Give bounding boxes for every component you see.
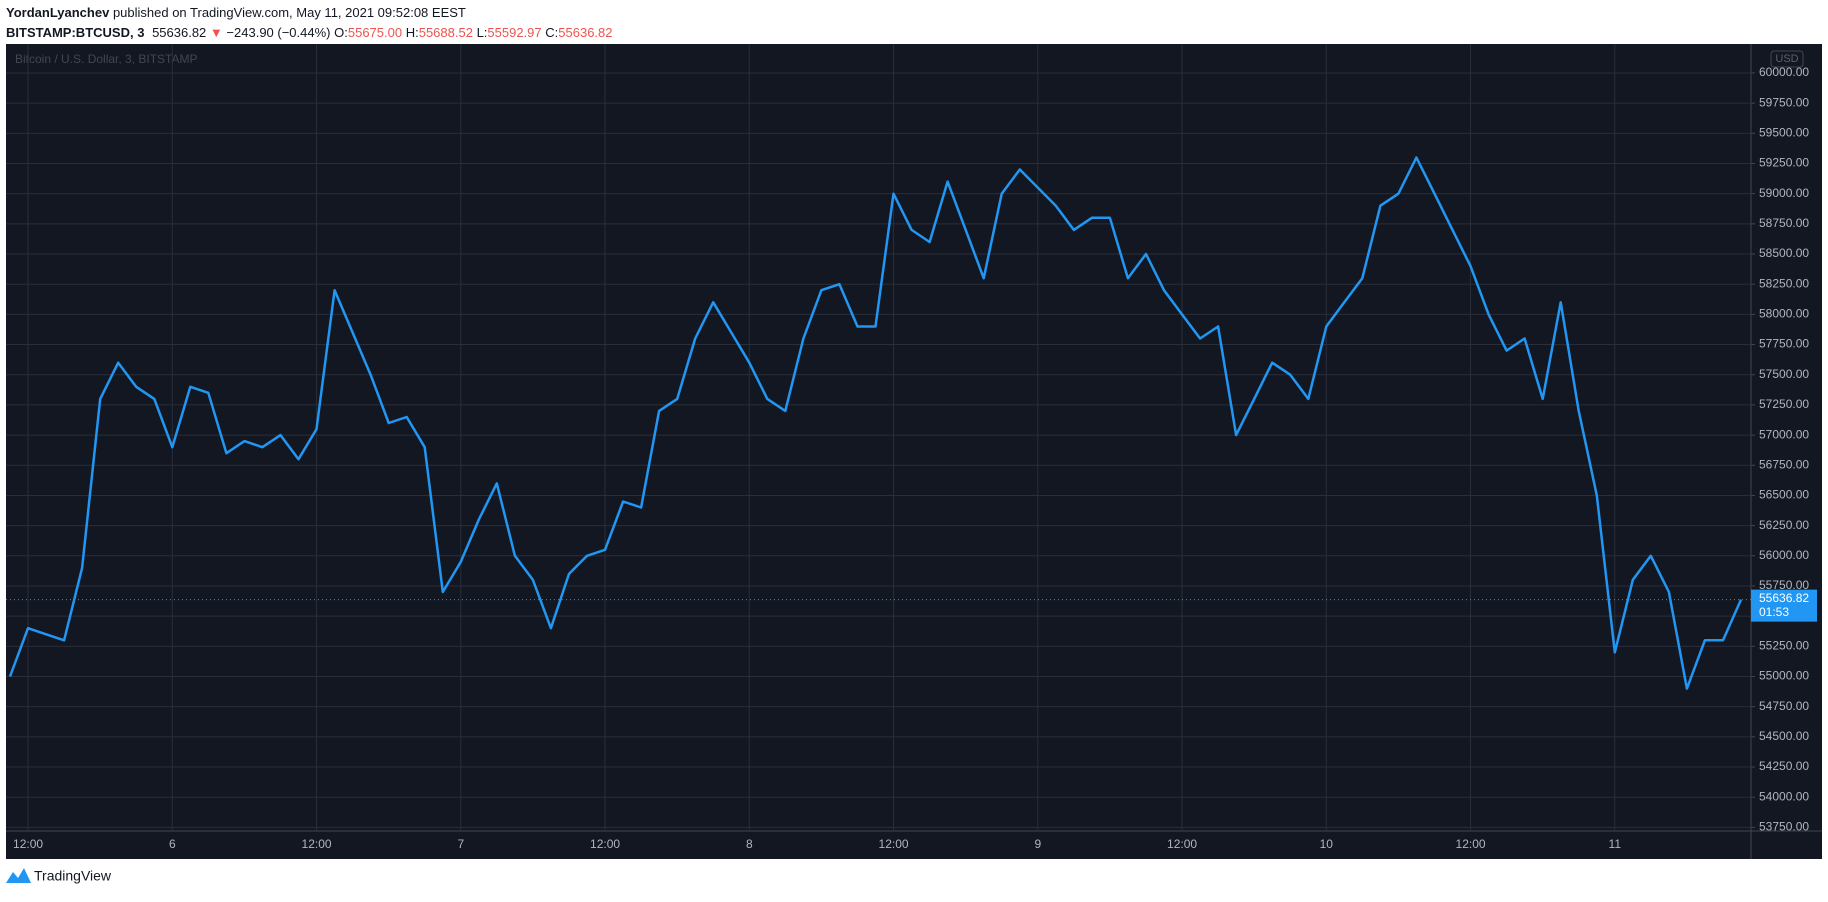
high-value: 55688.52 (419, 25, 473, 40)
y-tick-label: 57000.00 (1759, 427, 1809, 441)
y-tick-label: 54250.00 (1759, 759, 1809, 773)
open-label: O: (334, 25, 348, 40)
x-tick-label: 12:00 (1456, 837, 1486, 851)
low-label: L: (477, 25, 488, 40)
y-tick-label: 56000.00 (1759, 548, 1809, 562)
y-tick-label: 56750.00 (1759, 457, 1809, 471)
y-tick-label: 55000.00 (1759, 669, 1809, 683)
brand: TradingView (34, 868, 112, 884)
y-tick-label: 55250.00 (1759, 638, 1809, 652)
y-tick-label: 54500.00 (1759, 729, 1809, 743)
close-label: C: (545, 25, 558, 40)
logo-icon (6, 868, 31, 883)
x-tick-label: 10 (1320, 837, 1334, 851)
currency: USD (1775, 53, 1798, 65)
y-tick-label: 57500.00 (1759, 367, 1809, 381)
last-price-label: 55636.82 (1759, 591, 1809, 605)
symbol-line: BITSTAMP:BTCUSD, 3 55636.82 ▼ −243.90 (−… (6, 25, 613, 40)
y-tick-label: 59000.00 (1759, 186, 1809, 200)
low-value: 55592.97 (487, 25, 541, 40)
arrow: ▼ (210, 25, 223, 40)
y-tick-label: 55750.00 (1759, 578, 1809, 592)
plot: 53750.00 54000.00 54250.00 54500.00 54750.00… (6, 44, 1817, 851)
y-tick-label: 53750.00 (1759, 820, 1809, 834)
x-tick-label: 7 (457, 837, 464, 851)
y-tick-label: 59750.00 (1759, 95, 1809, 109)
y-tick-label: 60000.00 (1759, 65, 1809, 79)
x-tick-label: 11 (1609, 837, 1622, 851)
x-tick-label: 8 (746, 837, 753, 851)
author: YordanLyanchev (6, 5, 110, 20)
open-value: 55675.00 (348, 25, 402, 40)
y-tick-label: 57250.00 (1759, 397, 1809, 411)
price-line (8, 156, 1743, 690)
close-value: 55636.82 (558, 25, 612, 40)
y-tick-label: 54000.00 (1759, 789, 1809, 803)
published: published on TradingView.com, May 11, 20… (113, 5, 466, 20)
x-tick-label: 6 (169, 837, 176, 851)
x-tick-label: 9 (1034, 837, 1041, 851)
y-tick-label: 54750.00 (1759, 699, 1809, 713)
high-label: H: (406, 25, 419, 40)
chart-panel (6, 44, 1822, 859)
y-tick-label: 59250.00 (1759, 156, 1809, 170)
logo: TradingView (6, 868, 112, 884)
x-tick-label: 12:00 (13, 837, 43, 851)
x-tick-label: 12:00 (1167, 837, 1197, 851)
change: −243.90 (−0.44%) (226, 25, 330, 40)
y-tick-label: 58250.00 (1759, 276, 1809, 290)
y-tick-label: 57750.00 (1759, 337, 1809, 351)
y-tick-label: 58500.00 (1759, 246, 1809, 260)
x-tick-label: 12:00 (590, 837, 620, 851)
countdown: 01:53 (1759, 605, 1789, 619)
y-tick-label: 58000.00 (1759, 307, 1809, 321)
y-tick-label: 56500.00 (1759, 488, 1809, 502)
price: 55636.82 (152, 25, 206, 40)
x-tick-label: 12:00 (302, 837, 332, 851)
last-price-tag (1751, 589, 1817, 622)
y-tick-label: 58750.00 (1759, 216, 1809, 230)
currency-box (1770, 50, 1804, 68)
chart-title: Bitcoin / U.S. Dollar, 3, BITSTAMP (15, 52, 198, 66)
y-tick-label: 56250.00 (1759, 518, 1809, 532)
y-tick-label: 59500.00 (1759, 125, 1809, 139)
header-line: YordanLyanchev published on TradingView.… (6, 5, 466, 20)
x-tick-label: 12:00 (879, 837, 909, 851)
symbol: BITSTAMP:BTCUSD, 3 (6, 25, 144, 40)
